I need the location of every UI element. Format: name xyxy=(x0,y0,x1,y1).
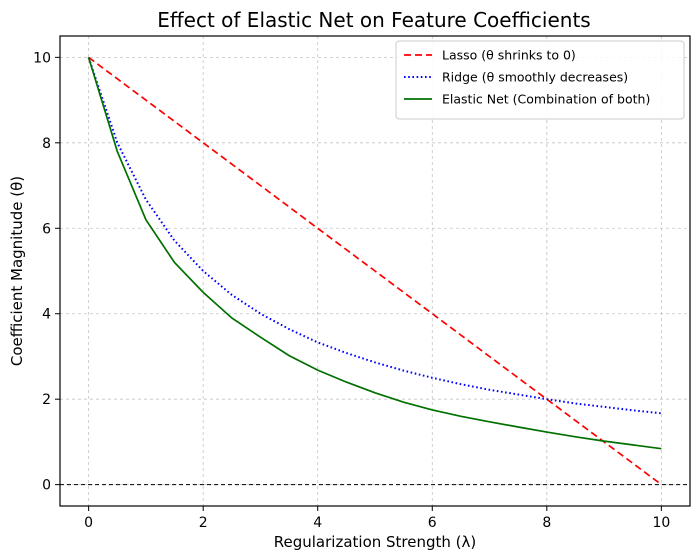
x-tick-label: 6 xyxy=(428,515,437,531)
x-tick-label: 0 xyxy=(84,515,93,531)
y-tick-label: 0 xyxy=(42,478,51,494)
legend-box xyxy=(395,40,685,120)
chart-title: Effect of Elastic Net on Feature Coeffic… xyxy=(157,8,590,32)
y-tick-label: 6 xyxy=(42,221,51,237)
legend: Lasso (θ shrinks to 0) Ridge (θ smoothly … xyxy=(395,40,685,120)
x-tick-label: 8 xyxy=(542,515,551,531)
series-layer xyxy=(87,56,662,486)
series-line-1 xyxy=(87,57,662,415)
y-tick-label: 8 xyxy=(42,136,51,152)
x-tick-label: 10 xyxy=(652,515,670,531)
series-line-2 xyxy=(87,57,662,450)
y-tick-label: 10 xyxy=(33,50,51,66)
plot-frame xyxy=(59,35,691,507)
y-axis-label: Coefficient Magnitude (θ) xyxy=(8,176,26,366)
x-axis-label: Regularization Strength (λ) xyxy=(274,533,477,551)
legend-label-0: Lasso (θ shrinks to 0) xyxy=(442,48,576,63)
series-line-0 xyxy=(88,56,662,486)
x-tick-label: 4 xyxy=(313,515,322,531)
y-tick-label: 4 xyxy=(42,307,51,323)
x-tick-label: 2 xyxy=(199,515,208,531)
y-tick-label: 2 xyxy=(42,392,51,408)
legend-label-1: Ridge (θ smoothly decreases) xyxy=(442,70,628,85)
ticks: 0 2 4 6 8 10 0 2 4 6 8 10 xyxy=(33,50,670,531)
legend-label-2: Elastic Net (Combination of both) xyxy=(442,92,650,107)
